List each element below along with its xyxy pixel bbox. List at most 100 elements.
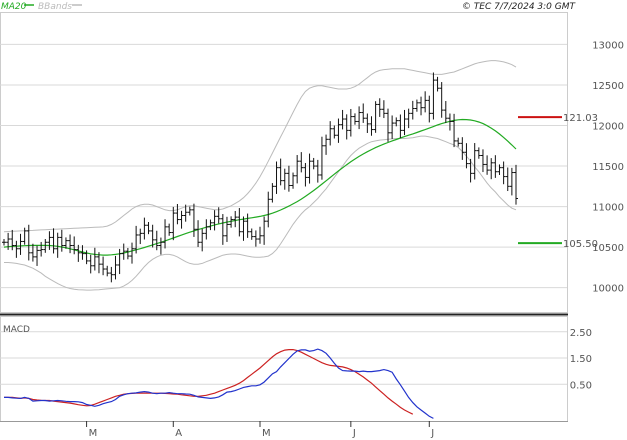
- price-bar: [76, 244, 81, 262]
- price-bar: [43, 239, 48, 253]
- price-bar: [394, 117, 399, 127]
- macd-tick-label: 1.50: [570, 354, 592, 365]
- price-bar: [291, 172, 296, 189]
- price-bar: [497, 164, 502, 175]
- time-tick-label: A: [175, 428, 182, 439]
- price-tick-label: 12500: [592, 81, 624, 92]
- price-bar: [324, 134, 329, 155]
- price-bar: [14, 240, 19, 258]
- macd-tick-label: 2.50: [570, 328, 592, 339]
- price-bar: [249, 228, 254, 240]
- price-levels: 121.03 105.50: [518, 113, 598, 250]
- price-bar: [92, 247, 97, 271]
- price-y-axis: 10000 10500 11000 11500 12000 12500 13000: [592, 40, 624, 294]
- price-bar: [332, 125, 337, 139]
- price-tick-label: 11500: [592, 162, 624, 173]
- price-tick-label: 10000: [592, 284, 624, 295]
- price-bar: [278, 158, 283, 186]
- price-bar: [262, 216, 267, 245]
- price-bar: [431, 72, 436, 120]
- price-bar: [125, 247, 130, 260]
- price-bar: [142, 217, 147, 240]
- price-bar: [55, 232, 60, 258]
- price-bar: [229, 216, 234, 228]
- price-bar: [493, 155, 498, 178]
- macd-tick-label: 0.50: [570, 380, 592, 391]
- price-bar: [30, 243, 35, 262]
- price-bar: [295, 155, 300, 184]
- price-level-label: 121.03: [563, 113, 598, 124]
- price-bar: [80, 245, 85, 260]
- price-bar: [26, 224, 31, 261]
- time-tick-label: J: [352, 428, 356, 439]
- price-tick-label: 13000: [592, 40, 624, 51]
- price-bar: [212, 210, 217, 231]
- copyright-text: © TEC 7/7/2024 3:0 GMT: [462, 2, 577, 12]
- price-bar: [96, 252, 101, 274]
- price-bar: [402, 109, 407, 136]
- price-bar: [501, 161, 506, 185]
- price-bar: [274, 161, 279, 194]
- price-bar: [336, 118, 341, 143]
- price-bar: [171, 206, 176, 241]
- price-bar: [154, 230, 159, 251]
- price-tick-label: 11000: [592, 203, 624, 214]
- price-bar: [476, 147, 481, 159]
- bbands-legend: BBands: [38, 2, 72, 12]
- price-bar: [509, 167, 514, 196]
- price-bar: [514, 164, 518, 205]
- price-bar: [163, 219, 168, 249]
- price-bar: [398, 114, 403, 138]
- macd-lines: [4, 348, 434, 419]
- price-bar: [286, 165, 291, 192]
- price-bar: [101, 256, 106, 276]
- ma20-path: [3, 118, 517, 256]
- price-bar: [315, 159, 320, 183]
- price-bar: [472, 143, 477, 180]
- price-bar: [406, 108, 411, 129]
- price-tick-label: 10500: [592, 243, 624, 254]
- price-bar: [443, 101, 448, 123]
- macd-line: [4, 348, 434, 419]
- price-level-label: 105.50: [563, 239, 598, 250]
- price-bar: [258, 226, 262, 244]
- price-bar: [390, 115, 395, 139]
- price-bar: [328, 121, 333, 146]
- price-bar: [10, 229, 15, 251]
- price-bar: [505, 167, 510, 192]
- price-grid: [0, 43, 567, 289]
- price-bar: [35, 245, 40, 266]
- price-bar: [348, 108, 353, 137]
- price-bar: [452, 113, 457, 148]
- price-bar: [150, 224, 155, 248]
- price-bar: [88, 254, 93, 274]
- price-bar: [68, 234, 73, 254]
- price-bar: [480, 149, 485, 173]
- price-bar: [319, 136, 324, 180]
- price-tick-label: 12000: [592, 122, 624, 133]
- price-bar: [72, 236, 77, 255]
- price-bar: [18, 233, 23, 255]
- price-bar: [299, 152, 304, 173]
- price-bar: [357, 106, 362, 130]
- price-bar: [419, 96, 424, 116]
- ma-legend: MA20: [1, 2, 27, 12]
- price-bar: [460, 137, 465, 160]
- price-bar: [303, 162, 308, 187]
- price-bar: [130, 242, 134, 264]
- price-bar: [208, 219, 213, 231]
- price-bar: [175, 204, 180, 225]
- price-bar: [39, 241, 44, 257]
- price-bar: [109, 266, 114, 283]
- price-bar: [187, 206, 192, 216]
- price-bar: [121, 243, 126, 260]
- price-bar: [200, 228, 205, 252]
- price-bar: [6, 232, 11, 250]
- price-bar: [282, 168, 287, 190]
- price-bar: [270, 183, 275, 203]
- price-bar: [2, 239, 6, 246]
- price-bar: [361, 103, 366, 123]
- price-bar: [266, 191, 271, 228]
- price-bar: [113, 255, 118, 280]
